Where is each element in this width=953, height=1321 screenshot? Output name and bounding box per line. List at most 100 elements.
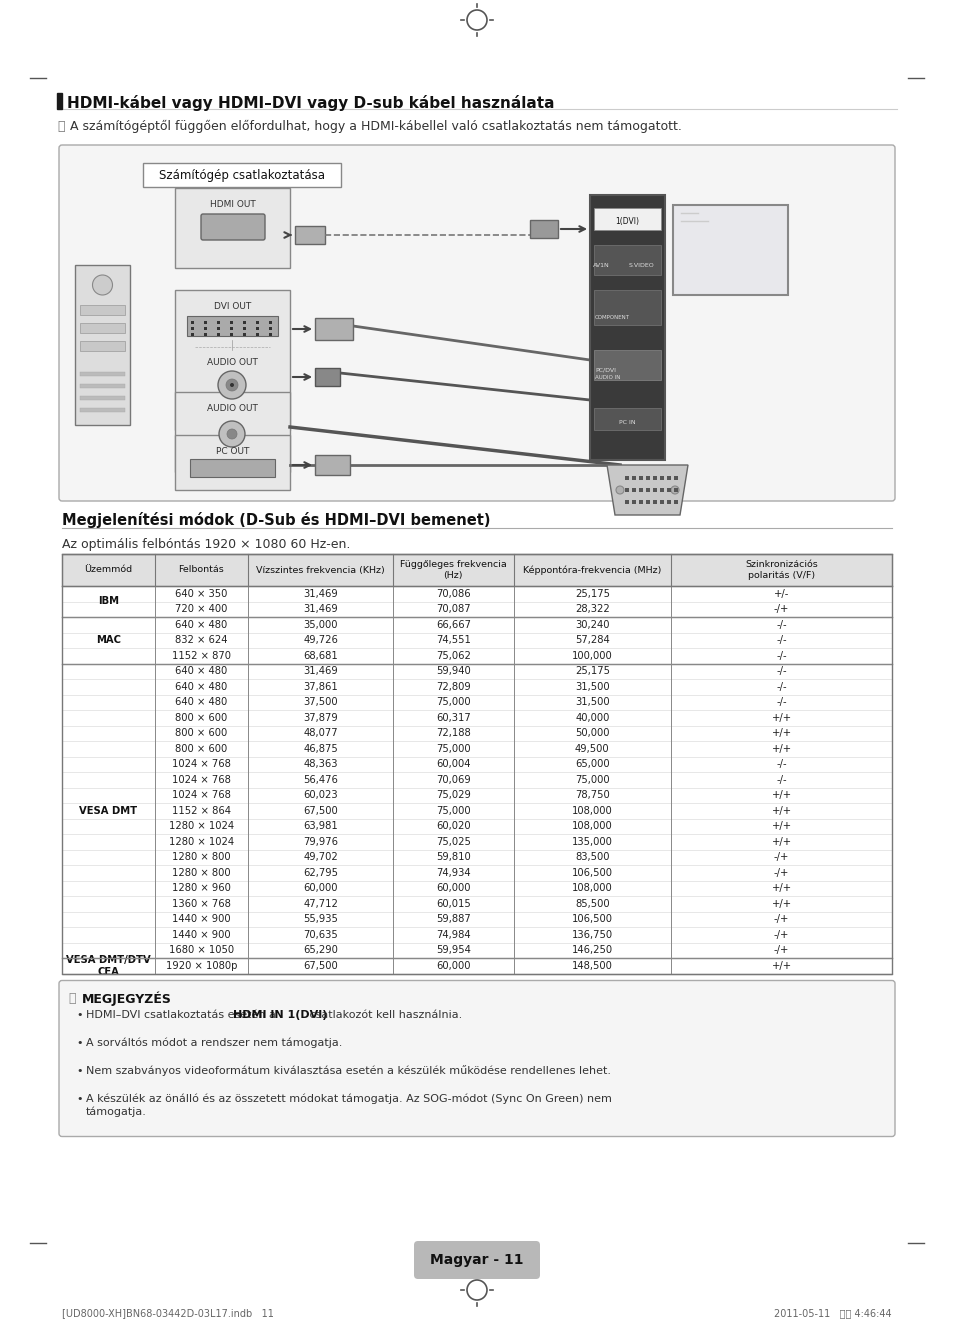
Text: -/+: -/+	[773, 868, 788, 877]
Text: 60,023: 60,023	[303, 790, 337, 801]
Text: 1680 × 1050: 1680 × 1050	[169, 946, 233, 955]
Text: -/-: -/-	[776, 620, 786, 630]
Text: +/+: +/+	[771, 884, 791, 893]
Bar	[143, 162, 340, 188]
Text: +/+: +/+	[771, 960, 791, 971]
Text: -/-: -/-	[776, 682, 786, 692]
Text: 50,000: 50,000	[575, 728, 609, 738]
Bar	[255, 321, 258, 324]
Text: Számítógép csatlakoztatása: Számítógép csatlakoztatása	[159, 169, 325, 181]
Bar	[666, 476, 670, 480]
Text: 640 × 350: 640 × 350	[175, 589, 228, 598]
Bar	[80, 373, 125, 376]
Bar	[294, 226, 325, 244]
Text: 40,000: 40,000	[575, 713, 609, 723]
Bar	[624, 487, 628, 491]
Bar	[645, 501, 649, 505]
Text: -/-: -/-	[776, 666, 786, 676]
Text: MAC: MAC	[96, 635, 121, 645]
Circle shape	[218, 371, 246, 399]
Text: 59,810: 59,810	[436, 852, 470, 863]
Bar	[187, 316, 277, 336]
Bar	[652, 487, 657, 491]
Text: 68,681: 68,681	[303, 651, 337, 660]
Bar	[62, 741, 891, 757]
Bar	[652, 501, 657, 505]
Bar	[190, 458, 274, 477]
Bar	[645, 487, 649, 491]
Text: -/+: -/+	[773, 930, 788, 939]
Text: 72,188: 72,188	[436, 728, 470, 738]
Text: HDMI–DVI csatlakoztatás esetén a: HDMI–DVI csatlakoztatás esetén a	[86, 1009, 279, 1020]
Bar	[191, 328, 193, 330]
Text: 135,000: 135,000	[572, 836, 612, 847]
FancyBboxPatch shape	[59, 145, 894, 501]
Bar	[62, 834, 891, 849]
Text: Az optimális felbóntás 1920 × 1080 60 Hz-en.: Az optimális felbóntás 1920 × 1080 60 Hz…	[62, 538, 350, 551]
Text: 37,861: 37,861	[303, 682, 337, 692]
Text: 85,500: 85,500	[575, 898, 609, 909]
Bar	[62, 865, 891, 881]
Bar	[62, 617, 891, 633]
Text: 1280 × 800: 1280 × 800	[172, 852, 231, 863]
Text: +/+: +/+	[771, 822, 791, 831]
Text: 832 × 624: 832 × 624	[175, 635, 228, 645]
Text: 1152 × 864: 1152 × 864	[172, 806, 231, 816]
Circle shape	[226, 379, 237, 391]
Text: 83,500: 83,500	[575, 852, 609, 863]
Text: -/+: -/+	[773, 946, 788, 955]
Bar	[659, 476, 663, 480]
Bar	[191, 321, 193, 324]
Text: 108,000: 108,000	[572, 884, 612, 893]
Bar	[174, 188, 290, 268]
Bar	[191, 333, 193, 336]
Bar	[269, 321, 272, 324]
Text: 74,551: 74,551	[436, 635, 470, 645]
Text: 75,029: 75,029	[436, 790, 470, 801]
Text: 65,000: 65,000	[575, 760, 609, 769]
Text: •: •	[76, 1037, 82, 1048]
Text: 1024 × 768: 1024 × 768	[172, 774, 231, 785]
Bar	[62, 757, 891, 771]
Text: 48,363: 48,363	[303, 760, 337, 769]
Bar	[530, 221, 558, 238]
Bar	[62, 896, 891, 911]
Bar	[80, 384, 125, 388]
Circle shape	[670, 486, 679, 494]
Text: 28,322: 28,322	[575, 604, 609, 614]
Bar	[672, 205, 787, 295]
Text: -/-: -/-	[776, 651, 786, 660]
Bar	[314, 369, 339, 386]
Text: 59,954: 59,954	[436, 946, 470, 955]
Circle shape	[92, 275, 112, 295]
Text: 2011-05-11   오후 4:46:44: 2011-05-11 오후 4:46:44	[774, 1308, 891, 1318]
Bar	[645, 476, 649, 480]
Bar	[62, 787, 891, 803]
Text: •: •	[76, 1066, 82, 1075]
Text: 75,000: 75,000	[436, 697, 470, 707]
Text: Nem szabványos videoformátum kiválasztása esetén a készülék működése rendellenes: Nem szabványos videoformátum kiválasztás…	[86, 1066, 610, 1077]
Text: 1440 × 900: 1440 × 900	[172, 914, 231, 925]
Bar	[62, 803, 891, 819]
Bar	[269, 328, 272, 330]
Text: 1024 × 768: 1024 × 768	[172, 760, 231, 769]
Text: 74,984: 74,984	[436, 930, 470, 939]
Text: 31,469: 31,469	[303, 666, 337, 676]
FancyBboxPatch shape	[59, 980, 894, 1136]
Bar	[62, 958, 891, 974]
Text: 136,750: 136,750	[571, 930, 612, 939]
Bar	[62, 819, 891, 834]
FancyBboxPatch shape	[201, 214, 265, 240]
Text: 47,712: 47,712	[303, 898, 337, 909]
Text: 70,086: 70,086	[436, 589, 470, 598]
Text: 1(DVI): 1(DVI)	[615, 217, 639, 226]
Text: 70,635: 70,635	[303, 930, 337, 939]
Text: Üzemmód: Üzemmód	[84, 565, 132, 575]
Bar	[62, 942, 891, 958]
Text: 37,879: 37,879	[303, 713, 337, 723]
Bar	[230, 321, 233, 324]
Text: 1280 × 1024: 1280 × 1024	[169, 822, 233, 831]
Bar	[594, 207, 660, 230]
Text: 70,087: 70,087	[436, 604, 470, 614]
Bar	[80, 324, 125, 333]
